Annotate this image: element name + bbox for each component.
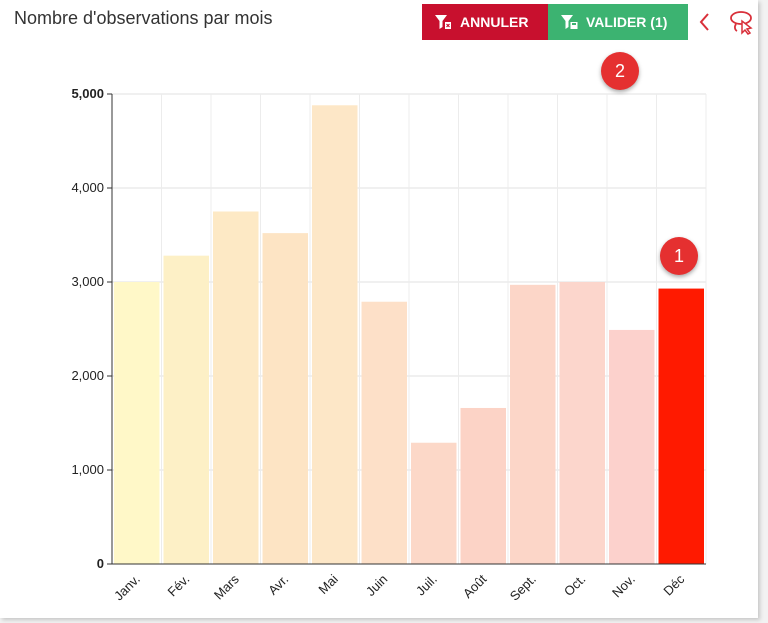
y-tick-label: 5,000	[71, 86, 104, 101]
x-tick-label: Déc	[660, 571, 687, 598]
y-tick-label: 3,000	[71, 274, 104, 289]
x-tick-label: Juil.	[413, 572, 440, 599]
filter-clear-icon	[434, 13, 452, 31]
x-tick-label: Mai	[315, 571, 340, 596]
x-tick-label: Mars	[211, 571, 242, 602]
bar-7[interactable]	[411, 442, 457, 564]
chart-title: Nombre d'observations par mois	[14, 8, 273, 28]
bar-2[interactable]	[163, 255, 210, 564]
bar-4[interactable]	[262, 233, 309, 564]
bar-5[interactable]	[312, 105, 358, 564]
y-tick-label: 0	[97, 556, 104, 571]
step-badge-2: 2	[601, 52, 639, 90]
filter-save-icon	[560, 13, 578, 31]
x-tick-label: Août	[460, 571, 490, 601]
bar-12[interactable]	[658, 288, 705, 564]
bar-chart: 0 1,000 2,000 3,000 4,000 5,000 Janv. Fév. Mars A…	[71, 86, 707, 604]
bar-3[interactable]	[213, 211, 259, 565]
y-tick-label: 2,000	[71, 368, 104, 383]
bar-8[interactable]	[460, 407, 507, 564]
x-tick-label: Janv.	[111, 572, 143, 604]
x-tick-label: Avr.	[265, 572, 291, 598]
y-tick-label: 1,000	[71, 462, 104, 477]
chart-panel: 0 1,000 2,000 3,000 4,000 5,000 Janv. Fév. Mars A…	[0, 0, 758, 618]
cancel-label: ANNULER	[460, 14, 529, 30]
lasso-select-icon[interactable]	[728, 9, 754, 40]
bar-9[interactable]	[510, 284, 556, 564]
validate-label: VALIDER (1)	[586, 14, 668, 30]
x-tick-label: Fév.	[165, 572, 193, 600]
cancel-button[interactable]: ANNULER	[422, 4, 548, 40]
step-badge-1: 1	[660, 237, 698, 275]
bar-6[interactable]	[361, 301, 408, 564]
bar-11[interactable]	[609, 329, 655, 564]
x-tick-label: Nov.	[609, 572, 638, 601]
validate-button[interactable]: VALIDER (1)	[548, 4, 688, 40]
y-tick-label: 4,000	[71, 180, 104, 195]
bar-1[interactable]	[114, 282, 160, 564]
x-tick-label: Oct.	[561, 572, 588, 599]
x-tick-label: Sept.	[507, 572, 539, 604]
x-tick-label: Juin	[363, 572, 390, 599]
bar-10[interactable]	[559, 282, 606, 564]
grid	[111, 93, 707, 565]
bars	[114, 105, 704, 564]
chevron-left-icon[interactable]	[698, 11, 712, 38]
